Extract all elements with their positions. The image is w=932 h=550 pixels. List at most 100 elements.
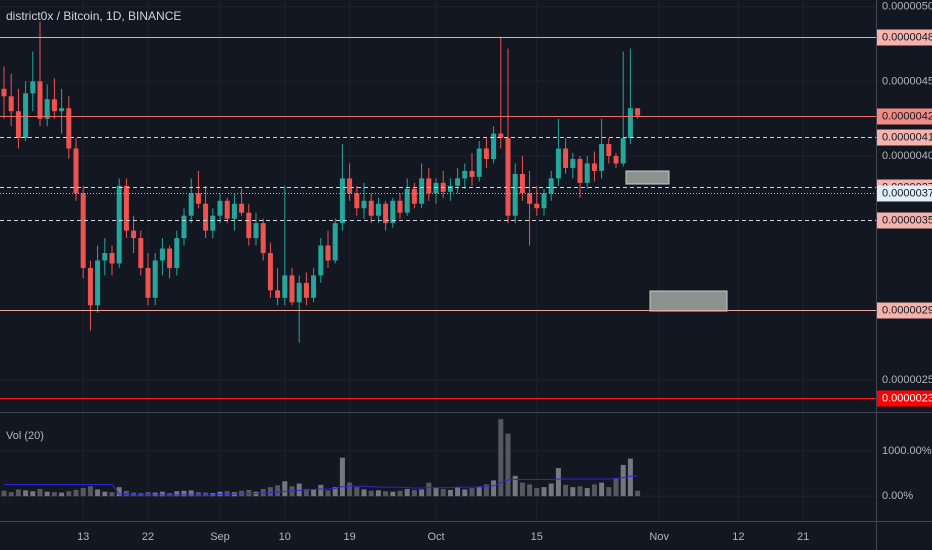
volume-bar (433, 488, 439, 497)
volume-bar (339, 457, 345, 497)
price-label: 0.00000413 (882, 131, 932, 143)
x-tick-label: 13 (77, 531, 89, 543)
volume-bar (59, 492, 65, 497)
price-label-box (877, 390, 932, 407)
volume-bar (145, 492, 151, 497)
price-label: 0.00000238 (882, 392, 932, 404)
candle-body (375, 203, 381, 216)
volume-bar (505, 433, 511, 497)
volume-bar (591, 484, 597, 497)
candle-body (275, 290, 281, 298)
candle-body (253, 223, 259, 239)
candle-body (347, 178, 353, 194)
candle-body (260, 223, 266, 254)
candle-body (152, 260, 158, 298)
volume-bar (426, 482, 432, 497)
volume-bar (195, 492, 201, 497)
candle-body (102, 253, 108, 261)
candle-body (361, 200, 367, 209)
candle-body (447, 185, 453, 192)
candle-body (145, 267, 151, 298)
candle-body (476, 148, 482, 177)
candle-body (296, 282, 302, 303)
candle-body (181, 215, 187, 239)
volume-bar (599, 482, 605, 497)
candle-body (1, 88, 7, 97)
candle-body (231, 203, 237, 219)
candle-body (44, 99, 50, 119)
volume-bar (613, 478, 619, 497)
volume-bar (397, 490, 403, 497)
candle-body (51, 99, 57, 112)
candle-body (303, 282, 309, 298)
x-tick-label: Oct (427, 531, 444, 543)
volume-bar (51, 492, 57, 497)
volume-bar (303, 488, 309, 497)
volume-bar (534, 488, 540, 497)
candle-body (267, 253, 273, 291)
candle-body (23, 93, 29, 139)
volume-bar (462, 489, 468, 497)
volume-bar (73, 489, 79, 497)
volume-bar (635, 490, 641, 497)
volume-bar (368, 490, 374, 497)
candle-body (325, 245, 331, 261)
candle-body (332, 223, 338, 261)
volume-bar (620, 464, 626, 497)
x-tick-label: 15 (531, 531, 543, 543)
volume-bar (332, 487, 338, 497)
volume-bar (15, 489, 21, 497)
volume-bar (80, 488, 86, 497)
volume-bar (570, 487, 576, 497)
candle-body (354, 193, 360, 209)
price-label-box (877, 108, 932, 125)
volume-bar (469, 488, 475, 497)
candle-body (627, 108, 633, 139)
volume-bar (577, 486, 583, 497)
candle-body (188, 193, 194, 216)
volume-bar (541, 487, 547, 497)
candle-body (635, 108, 641, 116)
volume-bar (325, 490, 331, 497)
volume-bar (527, 484, 533, 497)
candle-body (613, 155, 619, 164)
volume-bar (419, 489, 425, 497)
volume-bar (23, 490, 29, 497)
volume-bar (383, 491, 389, 497)
candle-body (390, 200, 396, 224)
x-tick-label: 12 (732, 531, 744, 543)
volume-bar (476, 487, 482, 497)
zone-box[interactable] (649, 290, 728, 312)
volume-bar (30, 491, 36, 497)
candle-body (339, 178, 345, 224)
volume-bar (318, 484, 324, 497)
candle-body (15, 111, 21, 139)
candle-body (577, 158, 583, 183)
candle-body (426, 178, 432, 194)
price-label: 0.00000375 (882, 187, 932, 199)
x-tick-label: Nov (649, 531, 669, 543)
volume-bar (361, 489, 367, 497)
volume-bar (123, 490, 129, 497)
candle-body (462, 170, 468, 179)
volume-bar (44, 491, 50, 497)
volume-bar (491, 480, 497, 497)
candle-layer (1, 21, 641, 343)
candle-body (95, 260, 101, 306)
volume-bar (390, 491, 396, 497)
volume-bar (375, 490, 381, 497)
x-tick-label: 22 (142, 531, 154, 543)
price-line-layer (0, 37, 876, 399)
candle-body (433, 182, 439, 194)
candle-body (73, 148, 79, 194)
zone-box[interactable] (625, 170, 670, 185)
candle-body (30, 81, 36, 94)
candle-body (59, 108, 65, 112)
price-label-box (877, 29, 932, 46)
candle-body (505, 138, 511, 216)
candle-body (455, 178, 461, 186)
